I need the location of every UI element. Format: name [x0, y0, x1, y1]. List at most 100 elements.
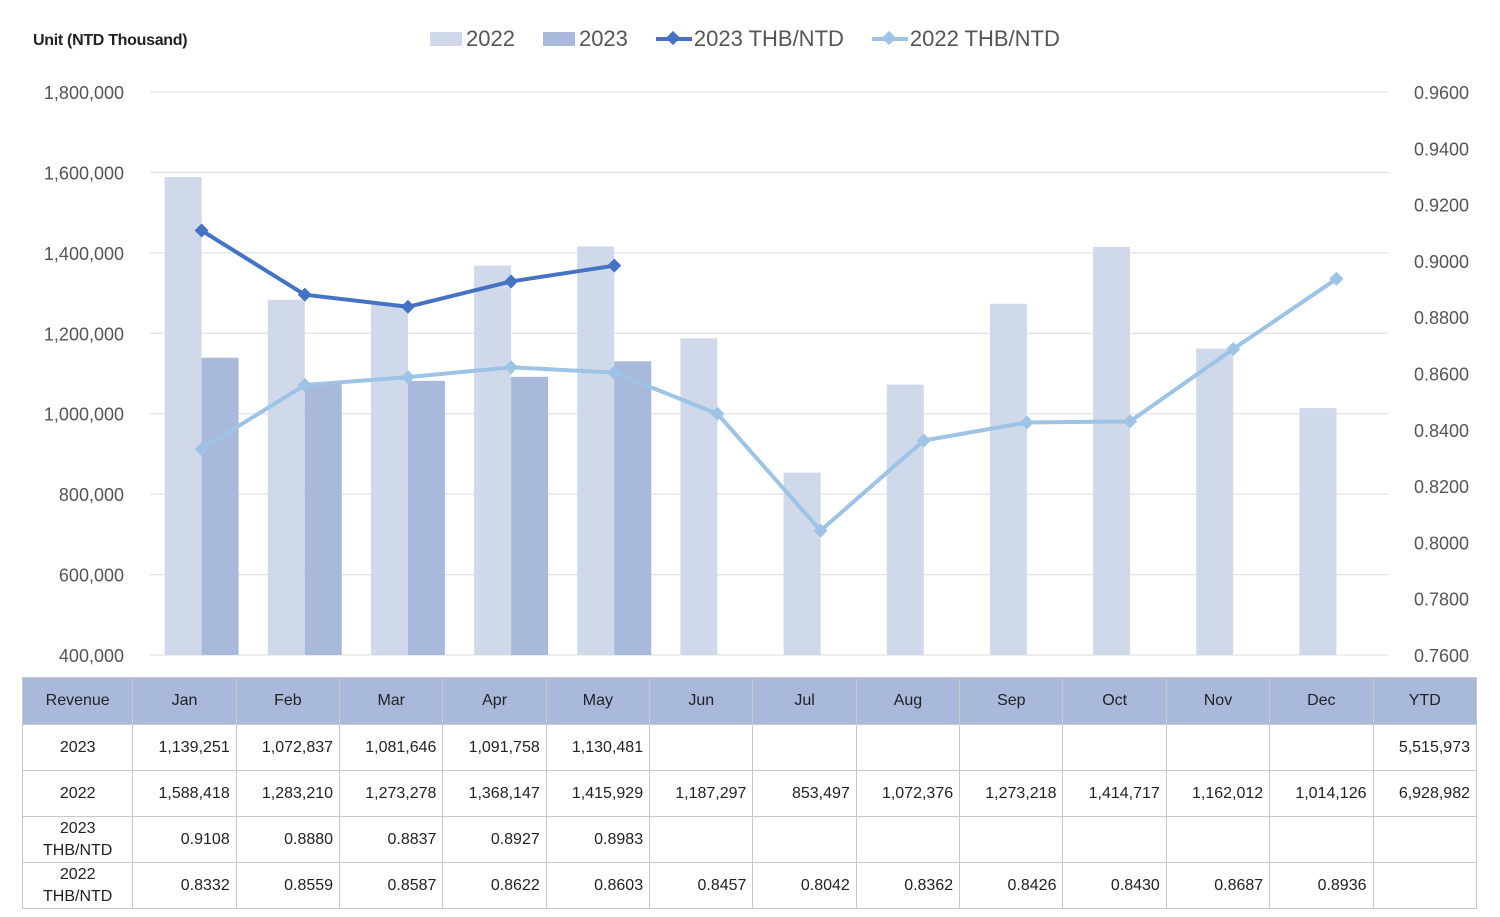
table-cell: 1,283,210 [235, 770, 341, 817]
table-cell: 0.8687 [1165, 862, 1271, 909]
point-2022-thb-ntd-oct [1123, 414, 1138, 429]
table-header-sep: Sep [959, 677, 1064, 725]
bar-2022-sep [989, 303, 1027, 655]
right-axis-tick-label: 0.9200 [1414, 196, 1469, 216]
table-cell [752, 816, 857, 863]
point-2022-thb-ntd-jun [710, 406, 725, 421]
bar-2022-may [577, 246, 615, 655]
table-cell: 0.8603 [545, 862, 651, 909]
point-2022-thb-ntd-apr [504, 360, 519, 375]
table-cell: 0.9108 [132, 816, 237, 863]
table-row-label-line: 2022 [59, 784, 96, 802]
right-axis-tick-label: 0.8600 [1414, 365, 1469, 385]
table-row: 2023 THB/NTD 0.9108 0.8880 0.8837 0.8927 0.898… [21, 816, 1477, 863]
table-header-aug: Aug [855, 677, 961, 725]
table-row: 2022 1,588,418 1,283,210 1,273,278 1,368,147… [21, 770, 1477, 817]
bar-2022-apr [474, 265, 512, 655]
table-cell: 0.8983 [545, 816, 651, 863]
table-row: 2022 THB/NTD 0.8332 0.8559 0.8587 0.8622 0.860… [21, 862, 1477, 909]
point-2022-thb-ntd-jul [813, 523, 828, 538]
left-axis-tick-label: 600,000 [59, 566, 124, 586]
table-row-label: 2023 THB/NTD [21, 816, 134, 863]
legend-swatch-2022 [430, 32, 462, 46]
point-2023-thb-ntd-jan [194, 223, 209, 238]
table-row-label-line: THB/NTD [43, 887, 113, 905]
right-axis-tick-label: 0.9400 [1414, 139, 1469, 159]
table-cell: 1,091,758 [442, 724, 547, 771]
table-header-ytd: YTD [1372, 677, 1477, 725]
point-2023-thb-ntd-mar [400, 299, 415, 314]
bar-2023-feb [304, 384, 342, 655]
chart-legend: 2022 2023 2023 THB/NTD 2022 THB/NTD [430, 26, 1088, 52]
table-cell: 0.8332 [132, 862, 237, 909]
table-cell: 0.8042 [752, 862, 857, 909]
point-2022-thb-ntd-jan [194, 441, 209, 456]
legend-item-2023-rate: 2023 THB/NTD [655, 26, 844, 52]
table-cell: 1,139,251 [132, 724, 237, 771]
table-header-dec: Dec [1269, 677, 1374, 725]
right-axis-tick-label: 0.9600 [1414, 83, 1469, 103]
chart-area: Unit (NTD Thousand) 2022 2023 2023 THB/N… [33, 26, 1469, 666]
table-cell: 1,588,418 [132, 770, 237, 817]
table-cell [649, 816, 754, 863]
left-axis-tick-label: 1,400,000 [44, 244, 124, 264]
point-2022-thb-ntd-dec [1329, 271, 1344, 286]
unit-label: Unit (NTD Thousand) [33, 32, 188, 49]
legend-label-2023: 2023 [578, 26, 628, 51]
bar-2022-oct [1093, 246, 1131, 655]
bar-2023-apr [511, 376, 549, 655]
bar-2023-may [614, 361, 652, 655]
table-cell: 0.8927 [442, 816, 547, 863]
point-2023-thb-ntd-apr [504, 274, 519, 289]
table-cell [855, 816, 961, 863]
table-row-label-line: 2023 [59, 738, 96, 756]
table-cell [855, 724, 961, 771]
table-cell: 1,187,297 [649, 770, 754, 817]
table-cell: 0.8936 [1269, 862, 1374, 909]
point-2022-thb-ntd-mar [400, 370, 415, 385]
bar-2022-jun [680, 338, 718, 655]
point-2022-thb-ntd-nov [1226, 342, 1241, 357]
table-cell: 0.8880 [235, 816, 341, 863]
table-cell: 0.8362 [855, 862, 961, 909]
table-cell [752, 724, 857, 771]
table-cell: 5,515,973 [1372, 724, 1477, 771]
table-row-label-line: 2022 [59, 865, 96, 883]
combo-chart: 400,000 600,000 800,000 1,000,000 1,200,000 1… [44, 83, 1469, 666]
table-cell [1165, 724, 1271, 771]
table-header-oct: Oct [1062, 677, 1167, 725]
left-axis-tick-label: 800,000 [59, 485, 124, 505]
bar-2022-jul [783, 472, 821, 655]
table-cell: 0.8622 [442, 862, 547, 909]
table-cell: 1,072,376 [855, 770, 961, 817]
table-cell: 1,014,126 [1269, 770, 1374, 817]
left-axis-tick-label: 400,000 [59, 646, 124, 666]
table-cell: 853,497 [752, 770, 857, 817]
bar-2022-aug [886, 384, 924, 655]
table-header-jul: Jul [752, 677, 857, 725]
table-cell: 1,072,837 [235, 724, 341, 771]
point-2022-thb-ntd-may [607, 365, 622, 380]
table-header-nov: Nov [1165, 677, 1271, 725]
bar-2022-mar [370, 303, 408, 655]
point-2022-thb-ntd-feb [297, 378, 312, 393]
table-cell: 1,368,147 [442, 770, 547, 817]
legend-label-2022: 2022 [466, 26, 515, 51]
legend-swatch-2022-rate [871, 30, 908, 46]
table-row-label-line: 2023 [59, 819, 96, 837]
table-row-label: 2023 [21, 724, 134, 771]
bar-2022-dec [1299, 408, 1337, 655]
left-axis-tick-label: 1,200,000 [44, 324, 124, 344]
table-cell [959, 724, 1064, 771]
table-cell: 1,273,218 [959, 770, 1064, 817]
table-cell [1269, 724, 1374, 771]
right-axis-tick-label: 0.8800 [1414, 308, 1469, 328]
table-row-label: 2022 THB/NTD [21, 862, 134, 909]
bar-2023-jan [201, 357, 239, 655]
table-cell: 0.8457 [649, 862, 754, 909]
table-cell [1372, 862, 1477, 909]
right-axis-tick-label: 0.7800 [1414, 590, 1469, 610]
bar-2022-nov [1196, 348, 1234, 655]
table-cell: 1,162,012 [1165, 770, 1271, 817]
left-axis-tick-label: 1,000,000 [44, 405, 124, 425]
